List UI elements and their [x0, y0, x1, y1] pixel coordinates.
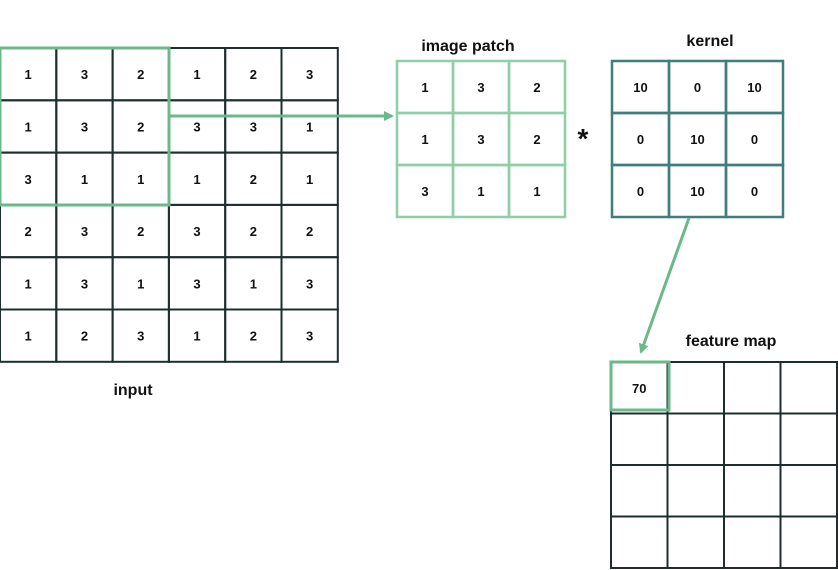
image-patch-grid: 1 3 2 1 3 2 3 1 1: [395, 59, 567, 219]
input-cell-value: 1: [25, 67, 32, 82]
input-cell: [280, 308, 339, 363]
image-patch-cell-value: 1: [421, 80, 428, 95]
feature-map-grid: 70: [610, 361, 838, 569]
input-cell-value: 3: [81, 119, 88, 134]
feature-map-cell: [666, 361, 725, 415]
input-cell-value: 3: [193, 119, 200, 134]
input-cell-value: 3: [193, 276, 200, 291]
image-patch-label: image patch: [421, 38, 514, 55]
input-cell-value: 3: [25, 172, 32, 187]
kernel-cell-value: 10: [690, 132, 704, 147]
input-cell-value: 3: [81, 276, 88, 291]
input-cell-value: 3: [81, 67, 88, 82]
feature-map-cell: [779, 412, 838, 466]
input-cell-value: 2: [250, 329, 257, 344]
input-label: input: [113, 382, 153, 399]
image-patch-cell-value: 1: [533, 184, 540, 199]
feature-map-cell: [666, 412, 725, 466]
input-cell-value: 2: [137, 67, 144, 82]
feature-map-cell: [610, 464, 669, 518]
feature-map-cell: [779, 361, 838, 415]
input-cell-value: 1: [193, 329, 200, 344]
input-cell-value: 2: [250, 172, 257, 187]
input-cell-value: 1: [250, 276, 257, 291]
image-patch-cell-value: 1: [421, 132, 428, 147]
kernel-cell-value: 10: [747, 80, 761, 95]
input-cell-value: 2: [306, 224, 313, 239]
kernel-label: kernel: [686, 33, 733, 50]
input-cell-value: 3: [306, 276, 313, 291]
image-patch-cell: [507, 163, 567, 219]
input-cell-value: 2: [137, 224, 144, 239]
image-patch-cell-value: 3: [477, 80, 484, 95]
input-cell-value: 1: [25, 329, 32, 344]
feature-map-cell: [723, 515, 782, 569]
input-cell-value: 1: [193, 67, 200, 82]
input-cell-value: 2: [81, 329, 88, 344]
input-cell-value: 1: [25, 276, 32, 291]
input-cell-value: 2: [250, 224, 257, 239]
input-cell-value: 1: [137, 276, 144, 291]
input-patch-highlight: [0, 46, 171, 207]
input-cell-value: 2: [250, 67, 257, 82]
image-patch-cell-value: 2: [533, 80, 540, 95]
input-cell-value: 3: [306, 329, 313, 344]
kernel-cell-value: 0: [637, 132, 644, 147]
input-cell-value: 3: [193, 224, 200, 239]
feature-map-cell: [666, 464, 725, 518]
input-cell-value: 2: [25, 224, 32, 239]
kernel-cell-value: 0: [751, 184, 758, 199]
kernel-cell-value: 0: [694, 80, 701, 95]
image-patch-cell-value: 2: [533, 132, 540, 147]
feature-map-cell: [666, 515, 725, 569]
input-cell-value: 1: [81, 172, 88, 187]
kernel-cell-value: 10: [690, 184, 704, 199]
input-cell-value: 1: [306, 119, 313, 134]
feature-map-cell: [610, 412, 669, 466]
image-patch-cell-value: 3: [421, 184, 428, 199]
input-cell-value: 1: [193, 172, 200, 187]
input-cell-value: 3: [81, 224, 88, 239]
kernel-cell-value: 10: [633, 80, 647, 95]
input-cell-value: 3: [137, 329, 144, 344]
kernel-grid: 10 0 10 0 10 0 0 10 0: [610, 59, 785, 219]
feature-map-cell: [723, 361, 782, 415]
convolution-operator: *: [578, 123, 589, 154]
input-cell-value: 1: [25, 119, 32, 134]
feature-map-cell: [779, 464, 838, 518]
feature-map-label: feature map: [686, 333, 777, 350]
input-cell-value: 2: [137, 119, 144, 134]
input-cell-value: 1: [137, 172, 144, 187]
feature-map-cell-value: 70: [632, 381, 646, 396]
input-cell-value: 1: [306, 172, 313, 187]
kernel-cell-value: 0: [751, 132, 758, 147]
feature-map-cell: [610, 515, 669, 569]
input-cell-value: 3: [250, 119, 257, 134]
kernel-cell-value: 0: [637, 184, 644, 199]
feature-map-highlight: [609, 360, 671, 412]
feature-map-cell: [779, 515, 838, 569]
feature-arrow: [638, 217, 691, 354]
input-cell-value: 3: [306, 67, 313, 82]
kernel-cell: [724, 163, 785, 219]
image-patch-cell-value: 1: [477, 184, 484, 199]
feature-map-cell: [723, 464, 782, 518]
feature-map-cell: [723, 412, 782, 466]
image-patch-cell-value: 3: [477, 132, 484, 147]
